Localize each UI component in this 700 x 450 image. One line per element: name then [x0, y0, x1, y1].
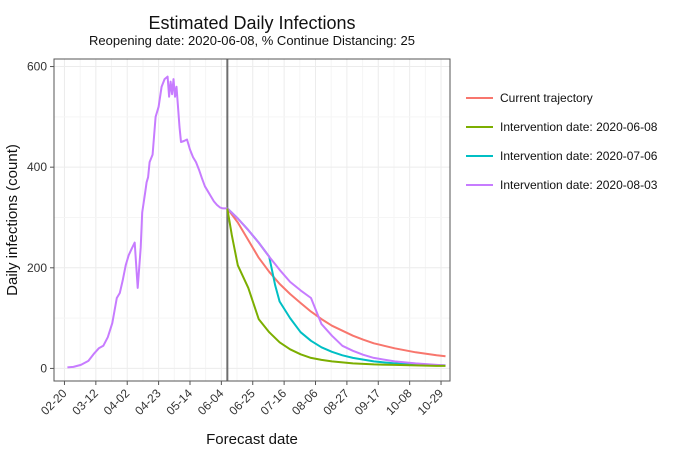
x-axis-title: Forecast date	[206, 431, 298, 448]
x-tick-label: 06-25	[226, 386, 258, 418]
legend-item: Intervention date: 2020-06-08	[466, 120, 658, 134]
x-tick-label: 09-17	[352, 386, 384, 418]
legend-label: Intervention date: 2020-06-08	[500, 120, 658, 134]
legend-item: Intervention date: 2020-08-03	[466, 178, 658, 192]
x-tick-label: 08-06	[289, 386, 321, 418]
x-tick-label: 06-04	[195, 386, 227, 418]
y-tick-label: 0	[40, 361, 47, 375]
y-axis: 0 200 400 600	[27, 60, 54, 375]
x-axis: 02-20 03-12 04-02 04-23 05-14 06-04 06-25 07-16…	[38, 381, 446, 418]
series-line-2	[226, 208, 446, 367]
y-tick-label: 600	[27, 60, 47, 74]
legend-label: Intervention date: 2020-07-06	[500, 149, 658, 163]
legend-item: Current trajectory	[466, 91, 593, 105]
grid	[54, 59, 450, 381]
x-tick-label: 05-14	[163, 386, 195, 418]
y-tick-label: 400	[27, 160, 47, 174]
legend: Current trajectory Intervention date: 202…	[466, 91, 658, 192]
chart-title: Estimated Daily Infections	[148, 13, 355, 33]
legend-item: Intervention date: 2020-07-06	[466, 149, 658, 163]
legend-label: Current trajectory	[500, 91, 593, 105]
x-tick-label: 10-29	[415, 386, 447, 418]
legend-label: Intervention date: 2020-08-03	[500, 178, 658, 192]
chart-subtitle: Reopening date: 2020-06-08, % Continue D…	[89, 33, 415, 48]
x-tick-label: 10-08	[383, 386, 415, 418]
y-tick-label: 200	[27, 261, 47, 275]
x-tick-label: 02-20	[38, 386, 70, 418]
series-lines	[67, 75, 446, 369]
y-axis-title: Daily infections (count)	[4, 144, 21, 296]
history-line	[67, 75, 228, 369]
series-line-4	[226, 207, 446, 367]
x-tick-label: 08-27	[320, 386, 352, 418]
plot-border	[53, 58, 451, 382]
x-tick-label: 03-12	[69, 386, 101, 418]
x-tick-label: 04-02	[101, 386, 133, 418]
series-line-1	[226, 207, 446, 358]
x-tick-label: 07-16	[258, 386, 290, 418]
x-tick-label: 04-23	[132, 386, 164, 418]
plot-panel	[54, 59, 450, 381]
